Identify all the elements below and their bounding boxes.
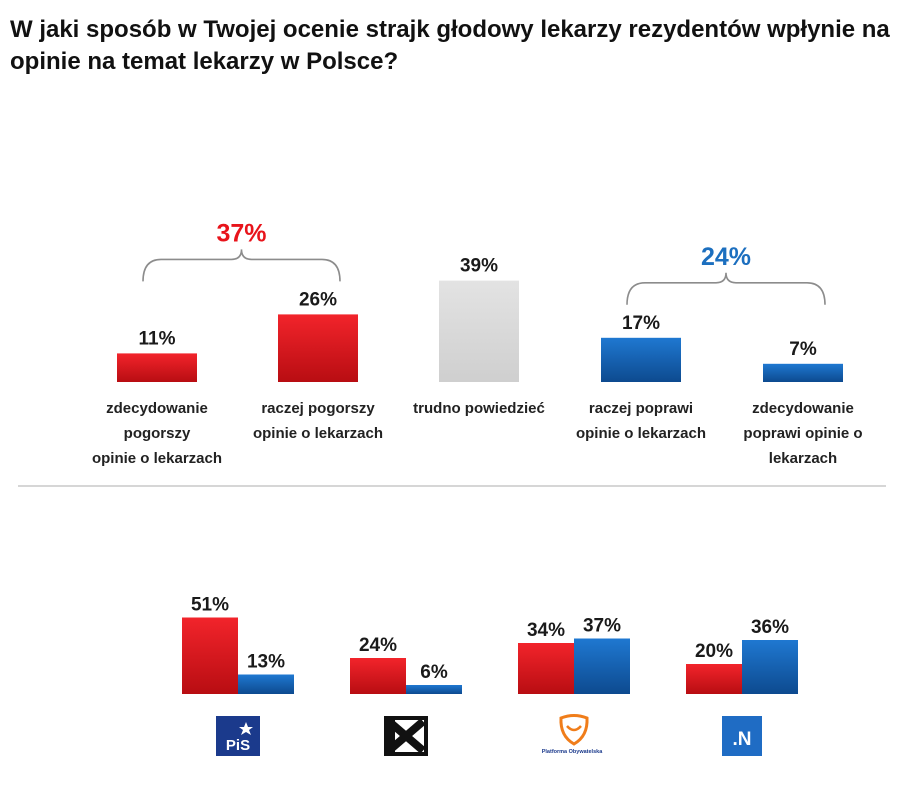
bar-1	[278, 314, 358, 382]
party-value-label-2-1: 37%	[583, 616, 621, 637]
group-brace-1	[626, 272, 826, 305]
category-label-4-2: lekarzach	[769, 450, 837, 467]
bar-value-label-3: 17%	[622, 313, 660, 334]
pis-logo: PiS	[216, 716, 260, 756]
party-value-label-2-0: 34%	[527, 620, 565, 641]
bar-value-label-2: 39%	[460, 256, 498, 277]
nowoczesna-logo-text: .N	[733, 729, 752, 750]
party-bar-1-1	[406, 685, 462, 694]
party-value-label-0-0: 51%	[191, 595, 229, 616]
page-title: W jaki sposób w Twojej ocenie strajk gło…	[10, 16, 890, 75]
party-value-label-1-0: 24%	[359, 635, 397, 656]
party-value-label-1-1: 6%	[420, 662, 448, 683]
bar-4	[763, 363, 843, 382]
group-brace-0	[142, 249, 341, 282]
party-value-label-3-1: 36%	[751, 617, 789, 638]
party-bar-3-0	[686, 664, 742, 694]
bar-value-label-0: 11%	[139, 328, 176, 349]
party-bar-0-0	[182, 617, 238, 694]
bar-2	[439, 280, 519, 382]
group-total-label-0: 37%	[216, 219, 266, 247]
party-bar-2-1	[574, 638, 630, 694]
party-bar-chart: 51% 13% 24% 6% 34% 37% 20% 36% PiS Platforma Obyw…	[182, 595, 798, 756]
opinion-bar-chart: 11% zdecydowanie pogorszy opinie o lekarzac…	[92, 219, 863, 467]
bar-value-label-1: 26%	[299, 289, 337, 310]
party-bar-0-1	[238, 674, 294, 694]
category-label-4-0: zdecydowanie	[752, 400, 854, 417]
po-logo: Platforma Obywatelska	[542, 714, 603, 755]
nowoczesna-logo: .N	[722, 716, 762, 756]
category-label-0-2: opinie o lekarzach	[92, 450, 222, 467]
category-label-0-1: pogorszy	[124, 425, 191, 442]
bar-3	[601, 337, 681, 382]
party-bar-1-0	[350, 658, 406, 694]
category-label-3-0: raczej poprawi	[589, 400, 693, 417]
category-label-0-0: zdecydowanie	[106, 400, 208, 417]
bar-0	[117, 353, 197, 382]
po-logo-text: Platforma Obywatelska	[542, 749, 603, 755]
bar-value-label-4: 7%	[789, 339, 817, 360]
party-bar-2-0	[518, 643, 574, 694]
party-value-label-0-1: 13%	[247, 652, 285, 673]
category-label-3-1: opinie o lekarzach	[576, 425, 706, 442]
pis-logo-text: PiS	[226, 737, 250, 754]
category-label-4-1: poprawi opinie o	[743, 425, 862, 442]
category-label-2-0: trudno powiedzieć	[413, 400, 545, 417]
category-label-1-0: raczej pogorszy	[261, 400, 375, 417]
kukiz-logo	[384, 716, 428, 756]
group-total-label-1: 24%	[701, 243, 751, 271]
party-value-label-3-0: 20%	[695, 641, 733, 662]
party-bar-3-1	[742, 640, 798, 694]
category-label-1-1: opinie o lekarzach	[253, 425, 383, 442]
